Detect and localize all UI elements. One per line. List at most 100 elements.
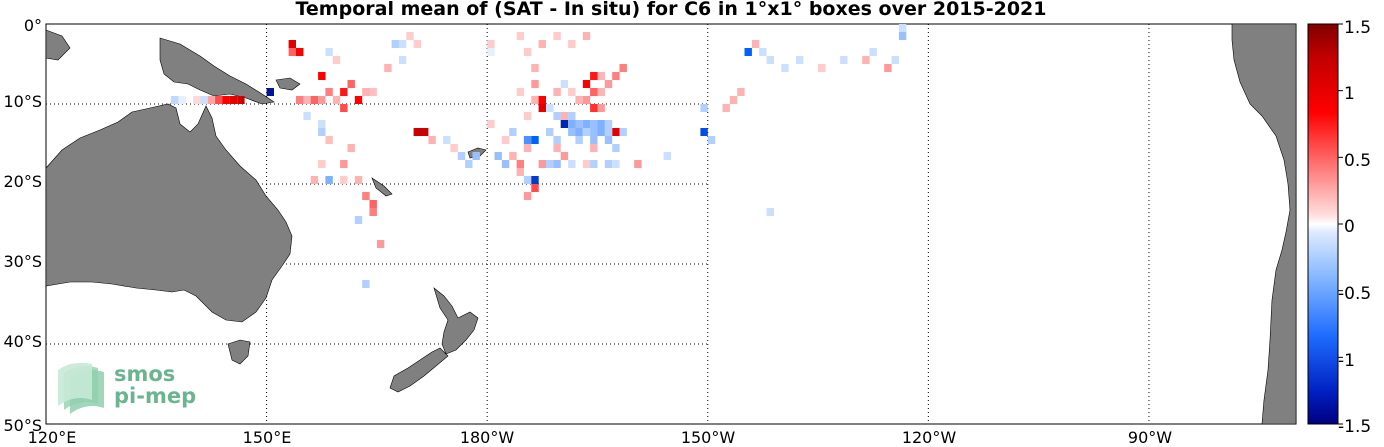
heatmap-cell [538,96,546,104]
heatmap-cell [509,152,517,160]
heatmap-cell [590,120,598,128]
heatmap-cell [546,160,554,168]
heatmap-cell [553,88,561,96]
heatmap-cell [443,136,451,144]
heatmap-cell [590,104,598,112]
heatmap-cell [560,120,569,128]
cbar-label-neg1: -1 [1338,351,1355,371]
heatmap-cell [318,160,326,168]
heatmap-cell [509,128,517,136]
heatmap-cell [207,96,216,104]
heatmap-cell [310,96,319,104]
heatmap-cell [266,88,274,96]
heatmap-cell [722,104,730,112]
lat-label-40s: 40°S [3,332,42,351]
logo-waves-icon [58,362,104,414]
heatmap-cell [501,136,510,144]
heatmap-cell [575,136,583,144]
heatmap-cell [590,72,598,80]
heatmap-cell [553,144,561,152]
heatmap-cell [325,48,333,56]
heatmap-cell [318,120,326,128]
heatmap-cell [568,120,576,128]
heatmap-cell [222,96,230,104]
heatmap-cell [229,96,238,104]
data-cells [171,24,907,288]
heatmap-cell [538,160,546,168]
heatmap-cell [487,48,495,56]
cbar-label-1.5: 1.5 [1344,18,1371,38]
heatmap-cell [200,96,208,104]
lat-label-10s: 10°S [3,92,42,111]
heatmap-cell [612,128,620,136]
cbar-label-neg0.5: -0.5 [1338,284,1371,304]
lat-label-50s: 50°S [3,416,42,435]
heatmap-cell [325,88,333,96]
heatmap-cell [597,88,605,96]
heatmap-cell [318,72,326,80]
heatmap-cell [398,56,407,64]
heatmap-cell [604,136,613,144]
lon-label-90w: 90°W [1128,428,1172,447]
lon-label-120e: 120°E [28,428,77,447]
lat-label-30s: 30°S [3,252,42,271]
logo-line-2: pi-mep [114,384,197,408]
heatmap-cell [347,144,355,152]
cbar-label-0: 0 [1344,217,1355,237]
heatmap-cell [898,32,907,40]
heatmap-cell [590,144,598,152]
smos-pimep-logo: smos pi-mep [58,360,208,420]
heatmap-cell [523,192,532,200]
heatmap-cell [362,280,370,288]
heatmap-cell [575,96,583,104]
heatmap-cell [818,64,826,72]
heatmap-cell [450,144,458,152]
colorbar-labels: 1.5 1 0.5 0 -0.5 -1 -1.5 [1338,18,1371,437]
heatmap-cell [663,152,671,160]
cbar-label-1: 1 [1344,84,1355,104]
heatmap-cell [560,80,569,88]
heatmap-cell [325,176,333,184]
heatmap-cell [303,96,311,104]
new-caledonia-land [371,177,393,197]
heatmap-cell [376,240,385,248]
heatmap-cell [215,96,223,104]
lat-label-20s: 20°S [3,172,42,191]
south-island-nz-land [389,347,449,393]
heatmap-cell [597,120,605,128]
heatmap-cell [597,104,605,112]
heatmap-cell [340,88,348,96]
heatmap-cell [369,200,377,208]
south-america-land [1231,23,1297,425]
heatmap-cell [406,32,414,40]
heatmap-cell [582,160,591,168]
heatmap-cell [604,160,613,168]
heatmap-cell [340,160,348,168]
heatmap-cell [568,112,576,120]
heatmap-cell [612,160,620,168]
heatmap-cell [898,24,907,32]
lon-label-150w: 150°W [681,428,736,447]
heatmap-cell [568,160,576,168]
heatmap-cell [516,160,524,168]
lon-label-120w: 120°W [902,428,957,447]
heatmap-cell [729,96,738,104]
heatmap-cell [523,136,532,144]
heatmap-cell [421,128,429,136]
heatmap-cell [354,216,363,224]
heatmap-cell [516,32,524,40]
heatmap-cell [612,144,620,152]
heatmap-cell [707,136,716,144]
borneo-sulawesi-land [45,29,71,61]
heatmap-cell [178,96,186,104]
heatmap-cell [332,56,341,64]
heatmap-cell [553,112,561,120]
latitude-labels: 0° 10°S 20°S 30°S 40°S 50°S [3,16,42,435]
heatmap-cell [523,112,532,120]
map-title: Temporal mean of (SAT - In situ) for C6 … [295,0,1047,20]
heatmap-cell [531,80,539,88]
heatmap-cell [472,152,480,160]
tasmania-land [227,339,251,365]
heatmap-cell [568,40,576,48]
heatmap-cell [560,152,569,160]
